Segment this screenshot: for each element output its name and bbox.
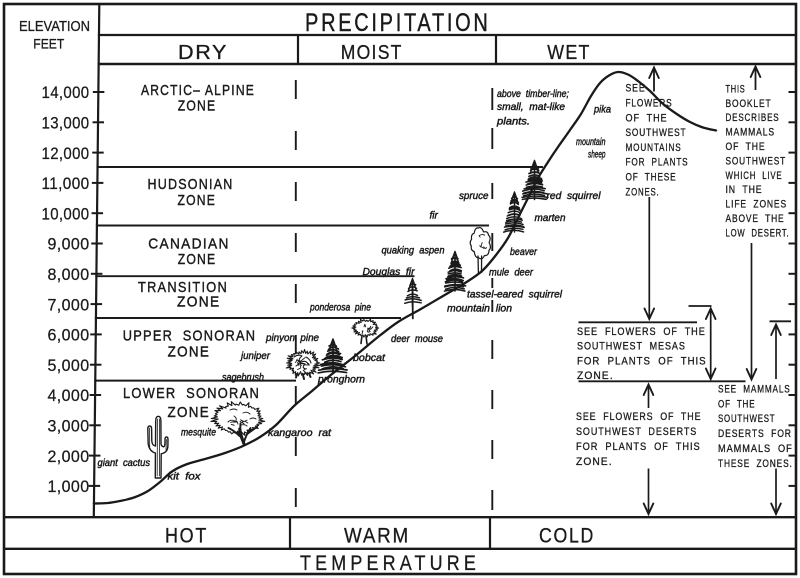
svg-text:mule deer: mule deer xyxy=(489,267,534,278)
svg-text:7,000: 7,000 xyxy=(48,295,90,314)
svg-text:14,000: 14,000 xyxy=(42,83,90,102)
svg-text:bobcat: bobcat xyxy=(353,353,386,364)
svg-text:ABOVE THE: ABOVE THE xyxy=(726,213,785,225)
svg-text:LOW DESERT.: LOW DESERT. xyxy=(726,227,790,239)
svg-text:5,000: 5,000 xyxy=(48,356,90,375)
svg-text:sagebrush: sagebrush xyxy=(222,372,264,383)
svg-text:deer mouse: deer mouse xyxy=(391,334,443,345)
svg-text:UPPER SONORAN: UPPER SONORAN xyxy=(123,329,257,345)
svg-text:DESERTS FOR: DESERTS FOR xyxy=(718,428,792,440)
svg-text:fir: fir xyxy=(430,210,439,221)
svg-text:ZONE.: ZONE. xyxy=(577,370,614,382)
svg-text:pinyon pine: pinyon pine xyxy=(265,333,319,344)
svg-text:DRY: DRY xyxy=(178,41,228,64)
svg-text:9,000: 9,000 xyxy=(48,235,90,254)
svg-text:4,000: 4,000 xyxy=(48,386,90,405)
svg-text:OF THE: OF THE xyxy=(718,398,755,410)
svg-text:11,000: 11,000 xyxy=(42,174,90,193)
svg-text:pronghorn: pronghorn xyxy=(317,374,365,385)
svg-text:WHICH LIVE: WHICH LIVE xyxy=(726,170,783,182)
svg-text:FEET: FEET xyxy=(33,36,64,52)
svg-text:WET: WET xyxy=(547,41,591,64)
svg-text:LIFE ZONES: LIFE ZONES xyxy=(726,199,788,211)
svg-text:mountain: mountain xyxy=(576,137,606,148)
svg-text:FOR PLANTS OF THIS: FOR PLANTS OF THIS xyxy=(576,441,701,453)
svg-text:tassel-eared squirrel: tassel-eared squirrel xyxy=(467,290,563,301)
svg-text:plants.: plants. xyxy=(496,117,530,128)
svg-text:ELEVATION: ELEVATION xyxy=(19,18,90,35)
svg-text:COLD: COLD xyxy=(539,525,595,548)
svg-text:kangaroo rat: kangaroo rat xyxy=(268,428,332,439)
svg-text:HUDSONIAN: HUDSONIAN xyxy=(148,177,234,193)
svg-text:quaking aspen: quaking aspen xyxy=(382,245,445,256)
svg-text:3,000: 3,000 xyxy=(48,417,90,436)
svg-text:OF THE: OF THE xyxy=(726,141,766,153)
svg-text:SOUTHWEST: SOUTHWEST xyxy=(626,127,687,139)
svg-text:MAMMALS OF: MAMMALS OF xyxy=(718,443,793,455)
svg-text:2,000: 2,000 xyxy=(48,447,90,466)
svg-text:LOWER SONORAN: LOWER SONORAN xyxy=(123,386,260,402)
svg-text:FOR PLANTS: FOR PLANTS xyxy=(626,157,689,169)
svg-text:OF THESE: OF THESE xyxy=(626,172,677,184)
svg-text:beaver: beaver xyxy=(510,247,538,258)
svg-text:SOUTHWEST MESAS: SOUTHWEST MESAS xyxy=(577,341,686,353)
svg-text:juniper: juniper xyxy=(239,351,271,362)
svg-text:ARCTIC– ALPINE: ARCTIC– ALPINE xyxy=(141,83,255,99)
svg-text:OF THE: OF THE xyxy=(626,112,668,124)
svg-text:pika: pika xyxy=(593,105,611,116)
svg-text:8,000: 8,000 xyxy=(48,265,90,284)
svg-text:BOOKLET: BOOKLET xyxy=(726,98,772,110)
svg-text:MOUNTAINS: MOUNTAINS xyxy=(626,142,682,154)
svg-text:marten: marten xyxy=(535,213,566,224)
svg-text:WARM: WARM xyxy=(344,525,410,548)
svg-text:ZONES.: ZONES. xyxy=(626,186,660,198)
svg-text:13,000: 13,000 xyxy=(42,114,90,133)
svg-text:ZONE: ZONE xyxy=(168,345,211,361)
svg-text:ZONE: ZONE xyxy=(178,99,217,115)
svg-text:IN THE: IN THE xyxy=(726,184,763,196)
svg-text:FLOWERS: FLOWERS xyxy=(626,98,673,110)
svg-text:CANADIAN: CANADIAN xyxy=(148,237,230,253)
svg-text:small, mat-like: small, mat-like xyxy=(497,102,565,113)
svg-text:SEE: SEE xyxy=(626,83,646,95)
svg-text:Douglas fir: Douglas fir xyxy=(363,267,416,278)
svg-text:SEE MAMMALS: SEE MAMMALS xyxy=(718,383,791,395)
svg-text:TRANSITION: TRANSITION xyxy=(138,280,228,296)
svg-text:SOUTHWEST: SOUTHWEST xyxy=(726,155,787,167)
svg-text:6,000: 6,000 xyxy=(48,326,90,345)
svg-text:DESCRIBES: DESCRIBES xyxy=(726,112,780,124)
svg-text:1,000: 1,000 xyxy=(48,477,90,496)
svg-text:ZONE: ZONE xyxy=(178,252,217,268)
svg-text:mesquite: mesquite xyxy=(181,428,216,439)
svg-text:THESE ZONES.: THESE ZONES. xyxy=(718,458,793,470)
svg-text:kit fox: kit fox xyxy=(168,472,202,483)
svg-text:MAMMALS: MAMMALS xyxy=(726,127,776,139)
svg-text:ZONE: ZONE xyxy=(177,295,221,311)
svg-text:ponderosa pine: ponderosa pine xyxy=(309,303,371,314)
svg-text:MOIST: MOIST xyxy=(341,41,403,64)
svg-text:PRECIPITATION: PRECIPITATION xyxy=(305,9,491,37)
svg-text:ZONE: ZONE xyxy=(168,405,211,421)
svg-text:FOR PLANTS OF THIS: FOR PLANTS OF THIS xyxy=(577,355,707,367)
svg-text:ZONE.: ZONE. xyxy=(576,456,613,468)
svg-text:HOT: HOT xyxy=(165,525,208,548)
svg-text:SOUTHWEST DESERTS: SOUTHWEST DESERTS xyxy=(576,426,697,438)
svg-text:SEE FLOWERS OF THE: SEE FLOWERS OF THE xyxy=(576,411,701,423)
svg-text:above timber-line;: above timber-line; xyxy=(497,89,569,100)
svg-text:SOUTHWEST: SOUTHWEST xyxy=(718,413,775,425)
svg-text:sheep: sheep xyxy=(588,150,606,161)
svg-text:red squirrel: red squirrel xyxy=(547,191,602,202)
svg-text:12,000: 12,000 xyxy=(42,144,90,163)
svg-text:TEMPERATURE: TEMPERATURE xyxy=(300,551,480,575)
svg-text:THIS: THIS xyxy=(726,83,746,95)
svg-text:SEE FLOWERS OF THE: SEE FLOWERS OF THE xyxy=(577,326,706,338)
svg-text:mountain lion: mountain lion xyxy=(447,304,512,315)
svg-text:giant cactus: giant cactus xyxy=(98,458,151,469)
svg-text:ZONE: ZONE xyxy=(178,193,217,209)
svg-text:10,000: 10,000 xyxy=(42,204,90,223)
svg-text:spruce: spruce xyxy=(459,191,489,202)
